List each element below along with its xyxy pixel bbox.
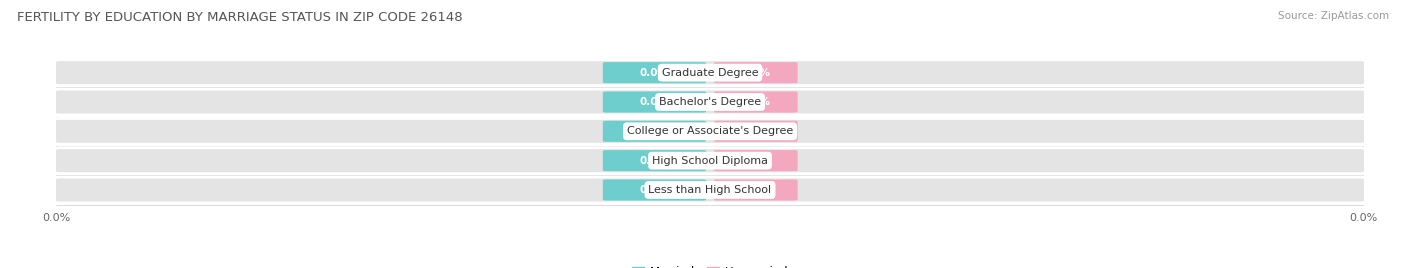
Text: Bachelor's Degree: Bachelor's Degree bbox=[659, 97, 761, 107]
Text: Graduate Degree: Graduate Degree bbox=[662, 68, 758, 78]
Text: 0.0%: 0.0% bbox=[640, 156, 669, 166]
FancyBboxPatch shape bbox=[714, 150, 797, 171]
FancyBboxPatch shape bbox=[603, 179, 706, 200]
FancyBboxPatch shape bbox=[55, 60, 1365, 85]
FancyBboxPatch shape bbox=[55, 89, 1365, 115]
Legend: Married, Unmarried: Married, Unmarried bbox=[627, 262, 793, 268]
FancyBboxPatch shape bbox=[603, 150, 706, 171]
FancyBboxPatch shape bbox=[55, 148, 1365, 174]
FancyBboxPatch shape bbox=[603, 121, 706, 142]
FancyBboxPatch shape bbox=[714, 91, 797, 113]
Text: 0.0%: 0.0% bbox=[640, 185, 669, 195]
Text: 0.0%: 0.0% bbox=[741, 126, 770, 136]
FancyBboxPatch shape bbox=[714, 179, 797, 200]
Text: Source: ZipAtlas.com: Source: ZipAtlas.com bbox=[1278, 11, 1389, 21]
Text: High School Diploma: High School Diploma bbox=[652, 156, 768, 166]
FancyBboxPatch shape bbox=[55, 118, 1365, 144]
Text: 0.0%: 0.0% bbox=[640, 126, 669, 136]
FancyBboxPatch shape bbox=[603, 62, 706, 83]
FancyBboxPatch shape bbox=[714, 62, 797, 83]
Text: 0.0%: 0.0% bbox=[741, 156, 770, 166]
Text: 0.0%: 0.0% bbox=[741, 185, 770, 195]
Text: FERTILITY BY EDUCATION BY MARRIAGE STATUS IN ZIP CODE 26148: FERTILITY BY EDUCATION BY MARRIAGE STATU… bbox=[17, 11, 463, 24]
Text: Less than High School: Less than High School bbox=[648, 185, 772, 195]
Text: College or Associate's Degree: College or Associate's Degree bbox=[627, 126, 793, 136]
Text: 0.0%: 0.0% bbox=[640, 97, 669, 107]
Text: 0.0%: 0.0% bbox=[640, 68, 669, 78]
Text: 0.0%: 0.0% bbox=[741, 68, 770, 78]
FancyBboxPatch shape bbox=[714, 121, 797, 142]
FancyBboxPatch shape bbox=[55, 177, 1365, 203]
FancyBboxPatch shape bbox=[603, 91, 706, 113]
Text: 0.0%: 0.0% bbox=[741, 97, 770, 107]
